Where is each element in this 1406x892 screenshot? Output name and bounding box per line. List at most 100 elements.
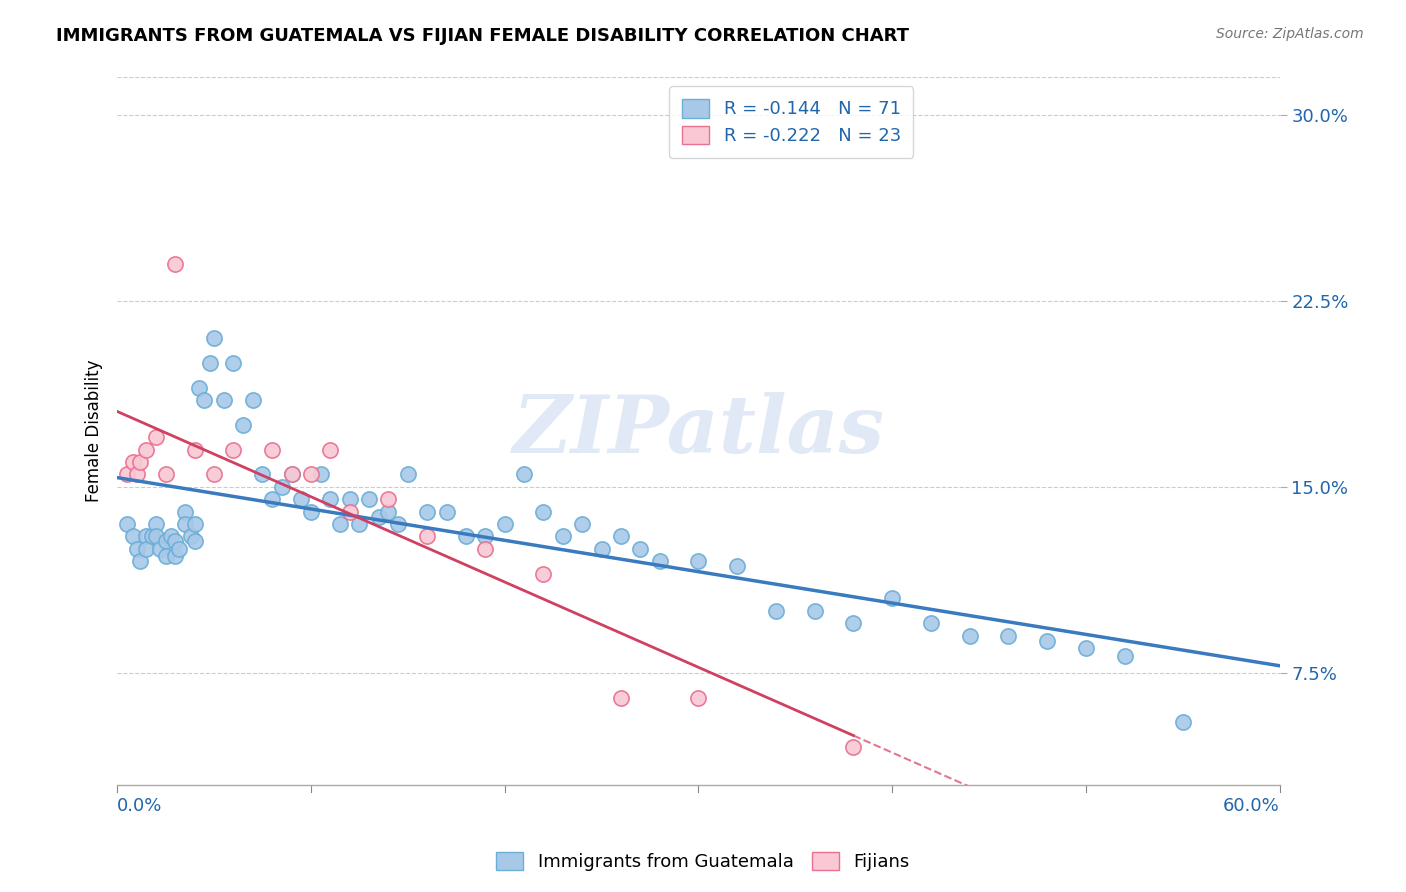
Point xyxy=(454,529,477,543)
Point xyxy=(262,492,284,507)
Point xyxy=(339,492,361,507)
Point xyxy=(299,467,322,482)
Point xyxy=(155,549,177,564)
Point xyxy=(180,529,202,543)
Point xyxy=(193,392,215,407)
Point xyxy=(319,492,342,507)
Point xyxy=(367,509,389,524)
Point xyxy=(145,529,167,543)
Point xyxy=(396,467,419,482)
Point xyxy=(129,554,152,568)
Point xyxy=(202,467,225,482)
Point xyxy=(183,534,205,549)
Point xyxy=(270,480,292,494)
Point xyxy=(125,541,148,556)
Point xyxy=(167,541,190,556)
Point xyxy=(280,467,302,482)
Text: ZIPatlas: ZIPatlas xyxy=(512,392,884,470)
Point xyxy=(377,505,399,519)
Point xyxy=(222,356,245,370)
Point xyxy=(129,455,152,469)
Point xyxy=(416,505,439,519)
Point xyxy=(474,529,496,543)
Point xyxy=(309,467,332,482)
Point xyxy=(262,442,284,457)
Point xyxy=(145,516,167,531)
Legend: R = -0.144   N = 71, R = -0.222   N = 23: R = -0.144 N = 71, R = -0.222 N = 23 xyxy=(669,87,914,158)
Point xyxy=(115,516,138,531)
Point xyxy=(222,442,245,457)
Point xyxy=(648,554,671,568)
Point xyxy=(1114,648,1136,663)
Point xyxy=(174,516,197,531)
Point xyxy=(377,492,399,507)
Point xyxy=(135,442,157,457)
Point xyxy=(387,516,409,531)
Point xyxy=(591,541,613,556)
Point xyxy=(436,505,458,519)
Point xyxy=(252,467,274,482)
Point xyxy=(494,516,516,531)
Point xyxy=(121,455,143,469)
Point xyxy=(688,690,710,705)
Point xyxy=(149,541,172,556)
Point xyxy=(533,505,555,519)
Point xyxy=(183,442,205,457)
Point xyxy=(920,616,942,631)
Text: 0.0%: 0.0% xyxy=(117,797,163,815)
Point xyxy=(842,616,865,631)
Point xyxy=(571,516,593,531)
Point xyxy=(1036,633,1059,648)
Text: 60.0%: 60.0% xyxy=(1223,797,1279,815)
Point xyxy=(1074,641,1097,656)
Point xyxy=(280,467,302,482)
Point xyxy=(349,516,371,531)
Point xyxy=(212,392,235,407)
Point xyxy=(155,467,177,482)
Point xyxy=(357,492,380,507)
Point xyxy=(725,559,748,574)
Point xyxy=(135,529,157,543)
Point xyxy=(803,604,825,618)
Point xyxy=(533,566,555,581)
Point xyxy=(115,467,138,482)
Point xyxy=(165,256,187,270)
Point xyxy=(165,534,187,549)
Point xyxy=(299,505,322,519)
Point xyxy=(198,356,221,370)
Point xyxy=(551,529,574,543)
Point xyxy=(1171,715,1194,730)
Point xyxy=(765,604,787,618)
Text: IMMIGRANTS FROM GUATEMALA VS FIJIAN FEMALE DISABILITY CORRELATION CHART: IMMIGRANTS FROM GUATEMALA VS FIJIAN FEMA… xyxy=(56,27,910,45)
Point xyxy=(959,629,981,643)
Point xyxy=(202,331,225,345)
Point xyxy=(242,392,264,407)
Point xyxy=(688,554,710,568)
Point xyxy=(160,529,183,543)
Point xyxy=(339,505,361,519)
Point xyxy=(183,516,205,531)
Legend: Immigrants from Guatemala, Fijians: Immigrants from Guatemala, Fijians xyxy=(489,845,917,879)
Y-axis label: Female Disability: Female Disability xyxy=(86,359,103,502)
Point xyxy=(121,529,143,543)
Point xyxy=(165,549,187,564)
Point xyxy=(155,534,177,549)
Point xyxy=(141,529,163,543)
Point xyxy=(416,529,439,543)
Point xyxy=(187,380,209,394)
Point xyxy=(882,591,904,606)
Point xyxy=(474,541,496,556)
Point xyxy=(174,505,197,519)
Point xyxy=(319,442,342,457)
Point xyxy=(610,529,633,543)
Point xyxy=(628,541,651,556)
Text: Source: ZipAtlas.com: Source: ZipAtlas.com xyxy=(1216,27,1364,41)
Point xyxy=(329,516,352,531)
Point xyxy=(842,740,865,755)
Point xyxy=(610,690,633,705)
Point xyxy=(135,541,157,556)
Point xyxy=(145,430,167,444)
Point xyxy=(232,417,254,432)
Point xyxy=(513,467,536,482)
Point xyxy=(290,492,312,507)
